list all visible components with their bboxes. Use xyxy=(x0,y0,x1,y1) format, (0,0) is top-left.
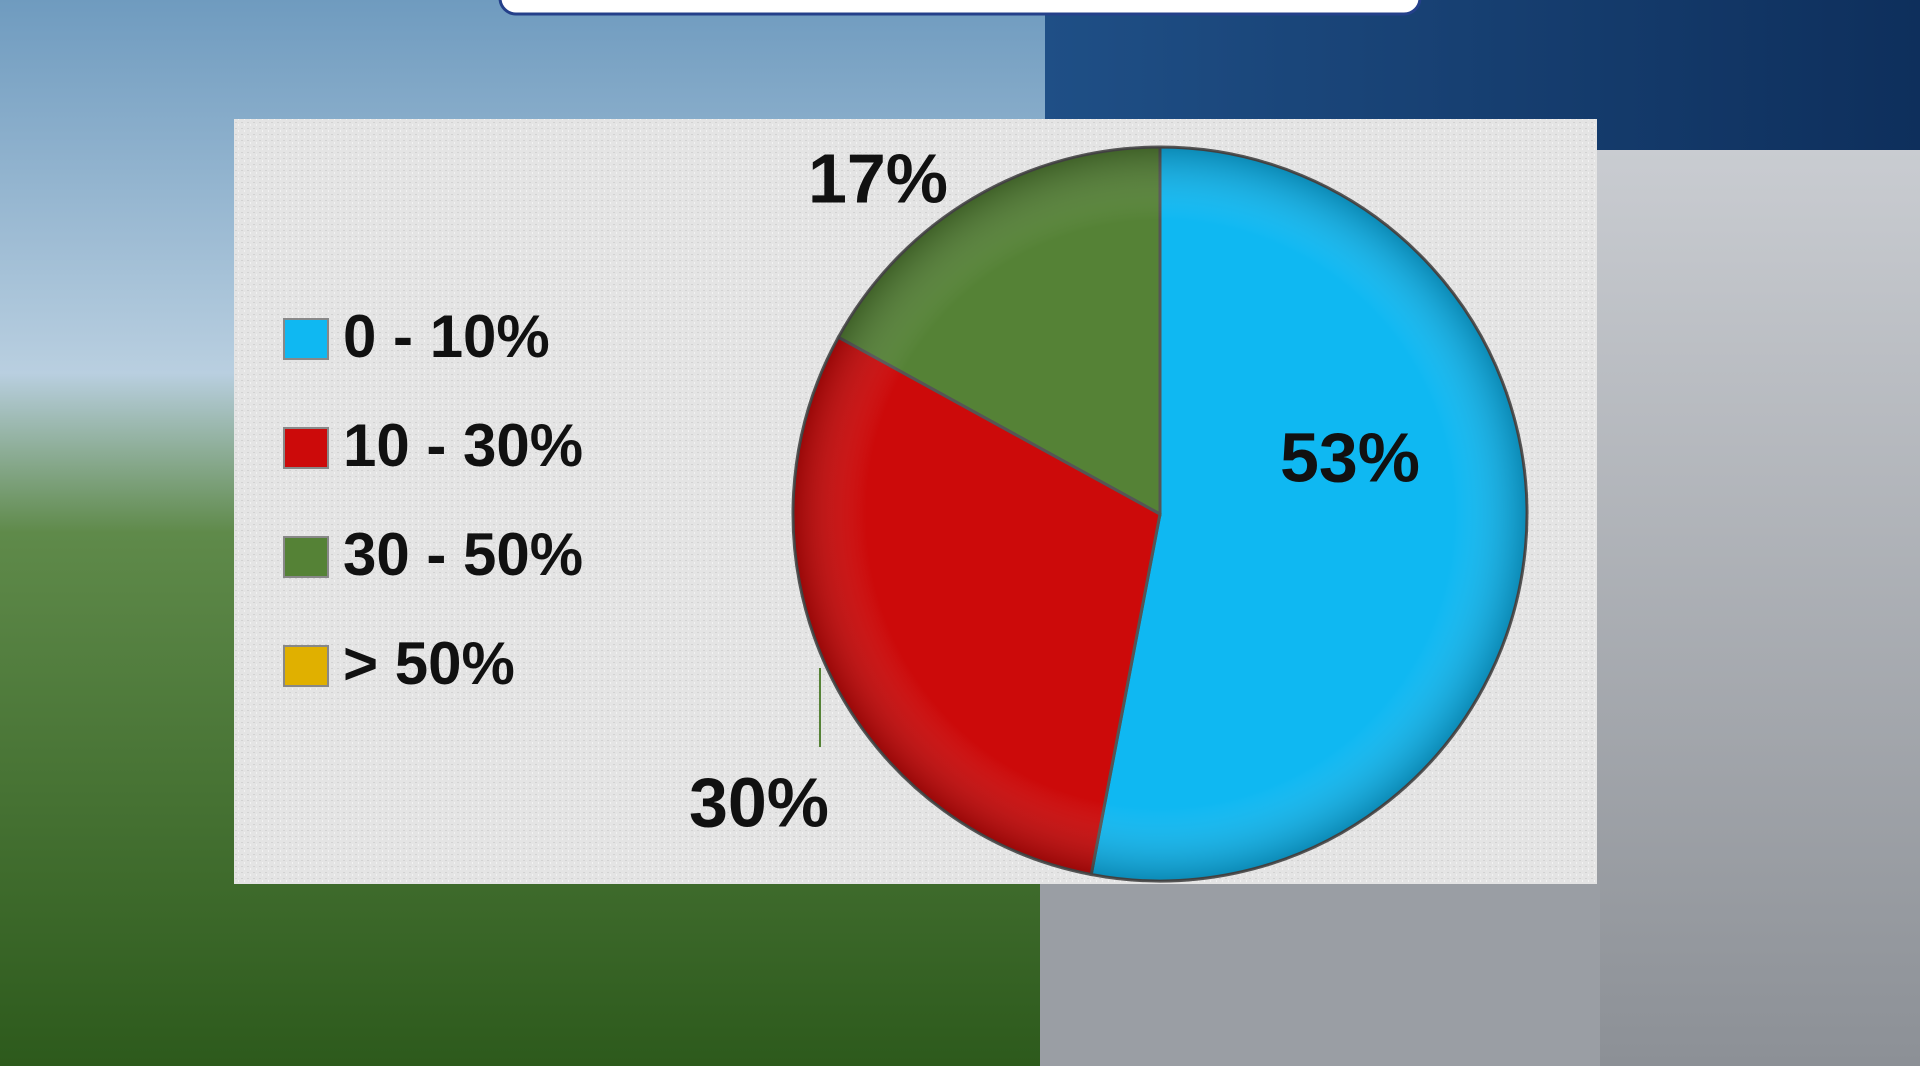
pie xyxy=(791,145,1529,883)
legend-swatch xyxy=(283,536,329,578)
legend: 0 - 10% 10 - 30% 30 - 50% > 50% xyxy=(283,303,583,697)
legend-label: 10 - 30% xyxy=(343,412,583,479)
title-box xyxy=(498,0,1422,16)
data-label: 17% xyxy=(808,139,948,217)
pie-bevel xyxy=(793,147,1527,881)
legend-swatch xyxy=(283,427,329,469)
background-silo-base xyxy=(1040,880,1600,1066)
data-label: 53% xyxy=(1280,418,1420,496)
data-label: 30% xyxy=(689,763,829,841)
legend-label: 30 - 50% xyxy=(343,521,583,588)
legend-swatch xyxy=(283,318,329,360)
background-silo xyxy=(1590,150,1920,1066)
data-labels: 53% 30% 17% xyxy=(689,139,1420,841)
legend-label: 0 - 10% xyxy=(343,303,550,370)
legend-label: > 50% xyxy=(343,630,515,697)
legend-swatch xyxy=(283,645,329,687)
